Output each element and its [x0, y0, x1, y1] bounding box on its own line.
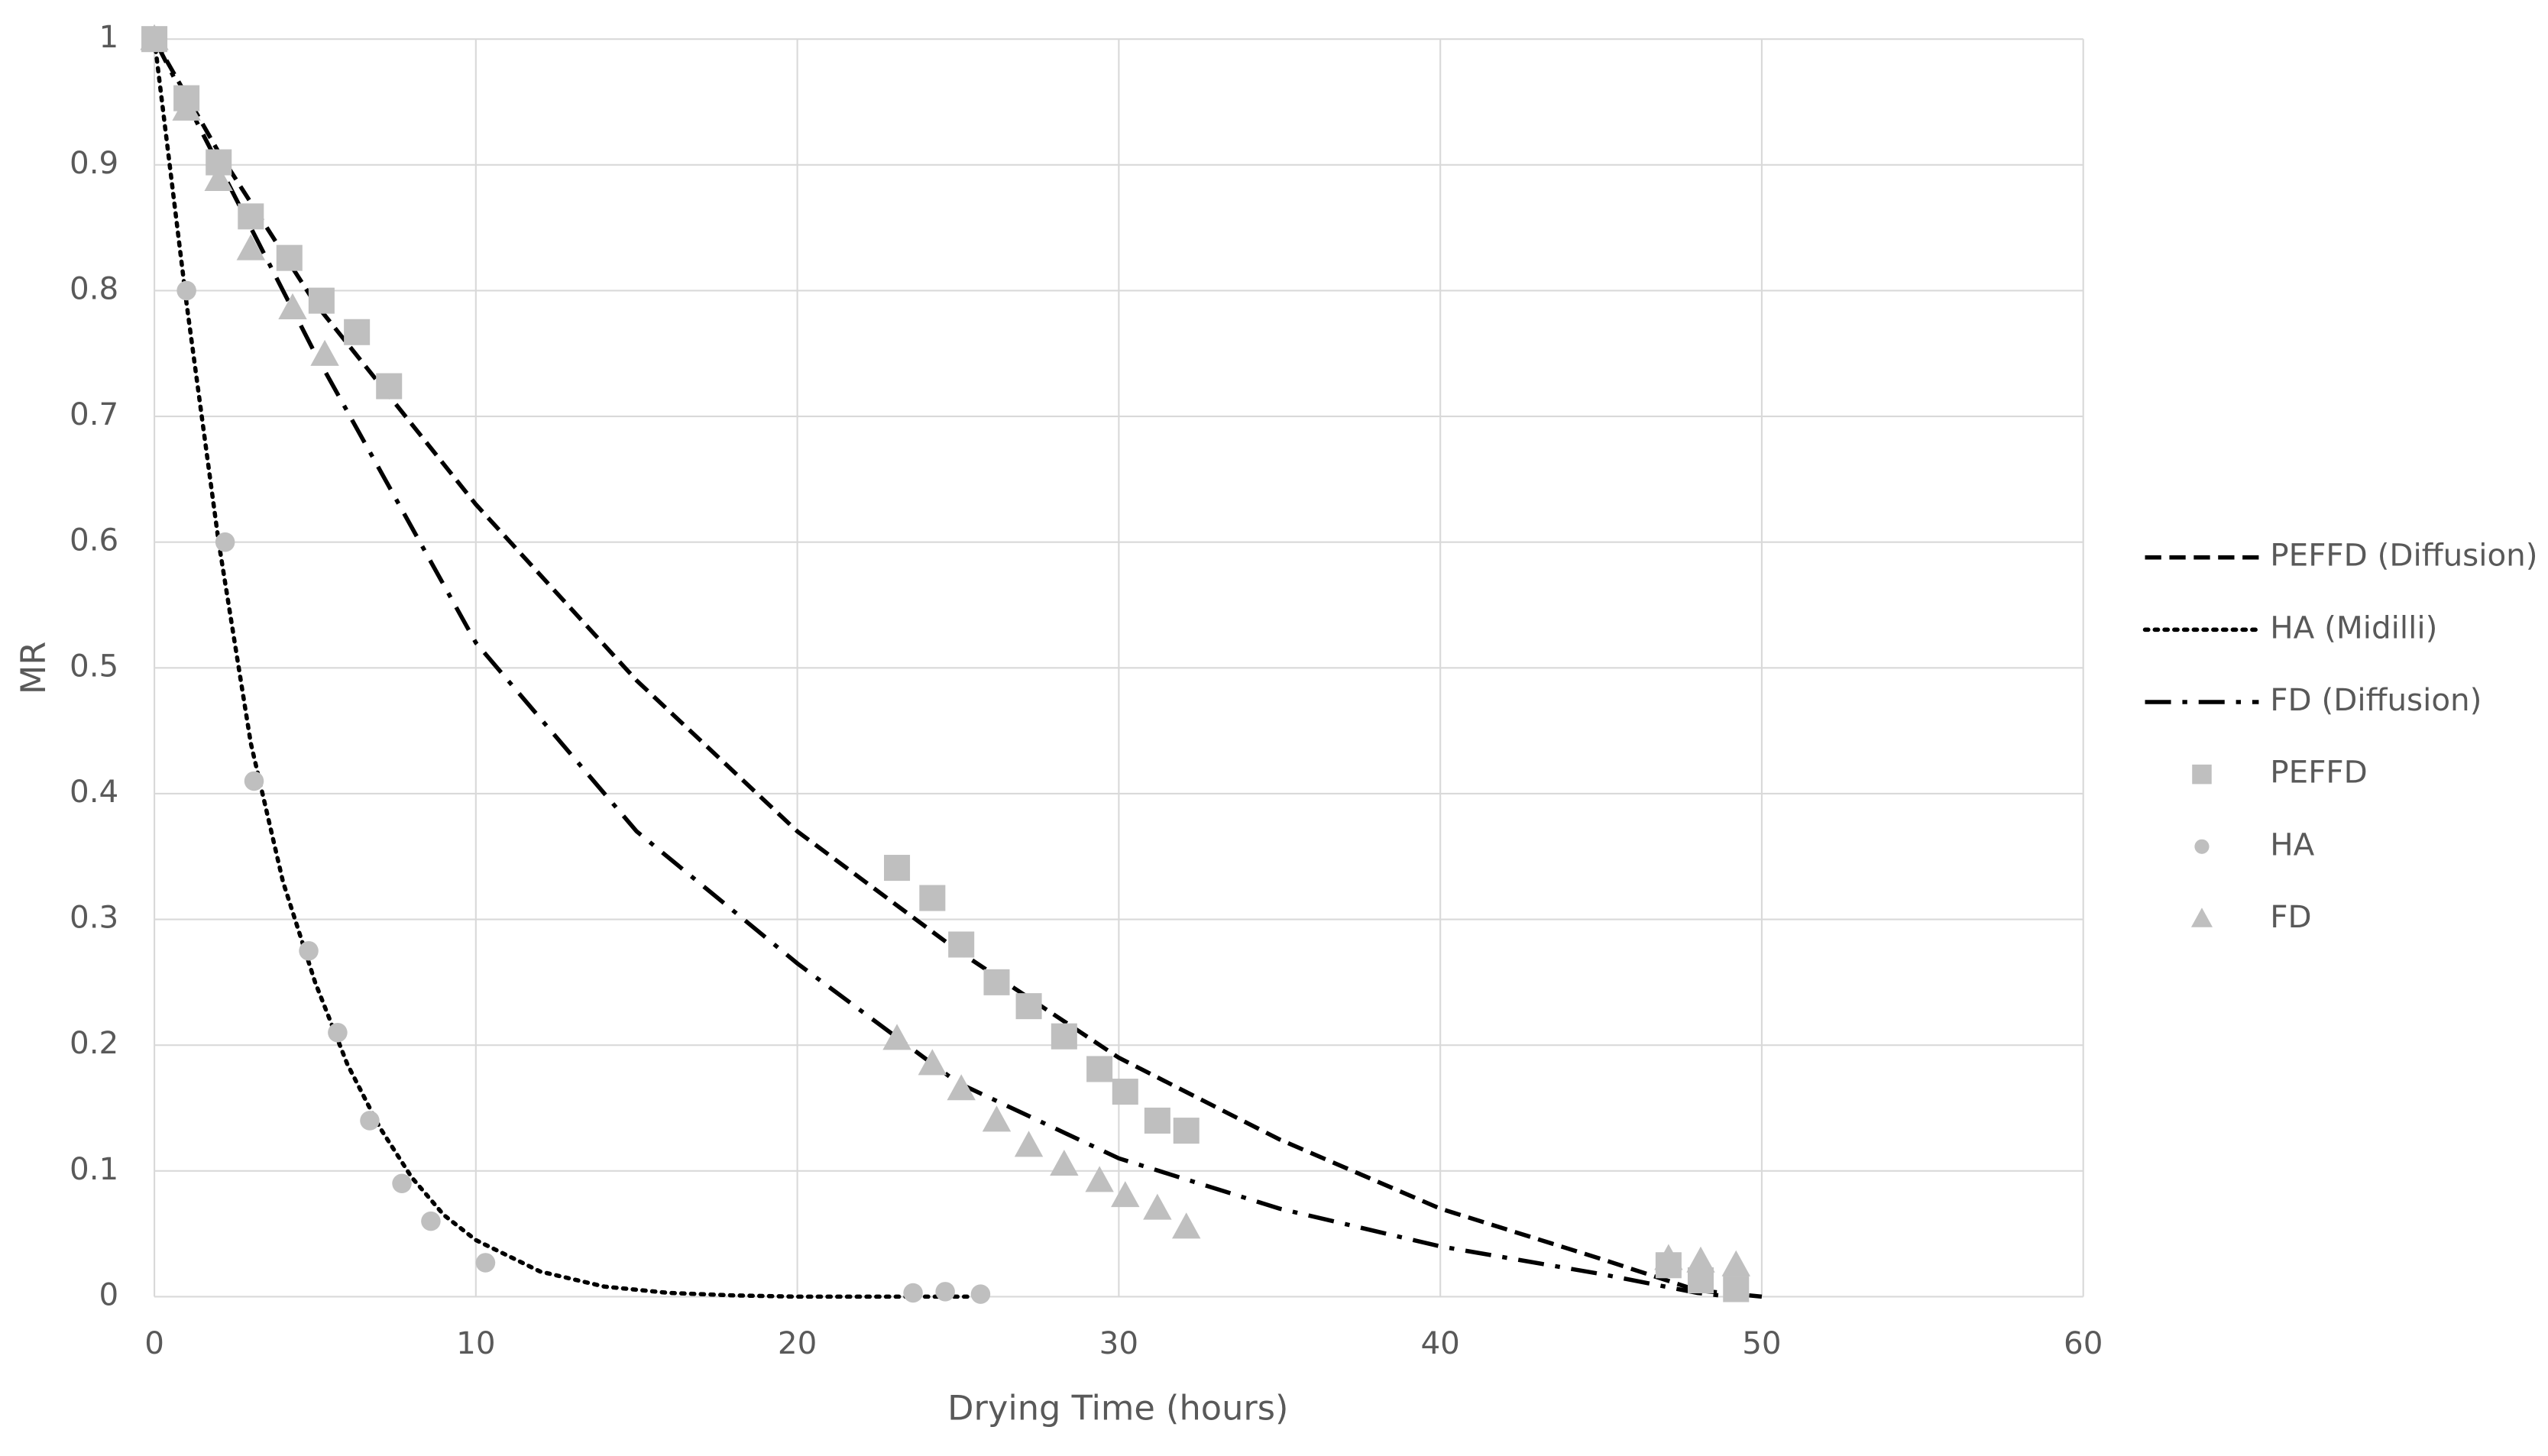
- y-axis-title: MR: [14, 642, 53, 695]
- marker-triangle: [1111, 1181, 1140, 1208]
- y-tick-label: 0.7: [70, 396, 118, 432]
- x-tick-label: 60: [2064, 1325, 2103, 1361]
- marker-triangle: [140, 24, 169, 50]
- marker-square: [1144, 1107, 1170, 1134]
- marker-square: [238, 203, 264, 230]
- marker-triangle: [1654, 1244, 1683, 1270]
- fit-line: [152, 37, 992, 1299]
- marker-square: [344, 319, 371, 345]
- marker-circle: [244, 771, 264, 791]
- marker-circle: [421, 1211, 441, 1231]
- legend-label: HA: [2270, 826, 2314, 862]
- x-tick-label: 10: [456, 1325, 495, 1361]
- marker-circle: [176, 280, 196, 301]
- marker-triangle: [278, 293, 307, 319]
- marker-square: [884, 855, 911, 882]
- y-tick-label: 0.1: [70, 1150, 118, 1187]
- marker-triangle: [1014, 1131, 1044, 1157]
- y-tick-label: 1: [99, 18, 119, 55]
- marker-triangle: [310, 339, 339, 366]
- marker-square: [1086, 1056, 1113, 1082]
- marker-triangle: [1721, 1250, 1750, 1276]
- marker-square: [376, 373, 403, 400]
- marker-triangle: [882, 1024, 911, 1050]
- marker-triangle: [236, 234, 266, 260]
- x-tick-label: 40: [1420, 1325, 1459, 1361]
- marker-square: [1051, 1023, 1077, 1050]
- marker-circle: [935, 1282, 955, 1302]
- x-tick-label: 0: [144, 1325, 164, 1361]
- legend-swatch: [2194, 839, 2210, 854]
- x-tick-label: 30: [1099, 1325, 1138, 1361]
- marker-circle: [328, 1022, 348, 1043]
- legend-label: PEFFD: [2270, 754, 2368, 791]
- y-tick-label: 0: [99, 1276, 119, 1312]
- marker-square: [1723, 1276, 1750, 1302]
- marker-triangle: [1050, 1149, 1079, 1176]
- marker-triangle: [1686, 1246, 1715, 1273]
- marker-square: [1112, 1079, 1138, 1105]
- marker-square: [1015, 993, 1042, 1020]
- x-tick-label: 50: [1742, 1325, 1781, 1361]
- marker-circle: [299, 940, 319, 961]
- marker-square: [948, 931, 975, 958]
- y-tick-label: 0.4: [70, 773, 118, 810]
- y-tick-label: 0.9: [70, 144, 118, 181]
- marker-triangle: [1085, 1166, 1114, 1192]
- marker-triangle: [1172, 1212, 1201, 1239]
- marker-triangle: [204, 164, 233, 192]
- legend-label: FD: [2270, 898, 2311, 935]
- legend-label: PEFFD (Diffusion): [2270, 537, 2537, 574]
- y-tick-label: 0.3: [70, 899, 118, 936]
- y-tick-label: 0.5: [70, 647, 118, 684]
- marker-circle: [970, 1284, 991, 1304]
- legend-label: FD (Diffusion): [2270, 681, 2482, 718]
- marker-square: [983, 969, 1010, 995]
- marker-circle: [392, 1173, 412, 1194]
- marker-triangle: [982, 1105, 1012, 1132]
- marker-square: [1173, 1118, 1200, 1144]
- marker-circle: [360, 1111, 380, 1131]
- marker-triangle: [947, 1074, 976, 1101]
- x-axis-title: Drying Time (hours): [947, 1388, 1288, 1428]
- marker-triangle: [1143, 1193, 1172, 1220]
- marker-square: [276, 244, 303, 271]
- y-tick-label: 0.2: [70, 1024, 118, 1061]
- x-tick-label: 20: [778, 1325, 817, 1361]
- marker-circle: [215, 532, 235, 552]
- legend-swatch: [2190, 908, 2213, 927]
- legend-swatch: [2192, 764, 2212, 785]
- marker-circle: [903, 1283, 923, 1303]
- marker-square: [919, 885, 946, 911]
- marker-triangle: [918, 1049, 947, 1076]
- marker-triangle: [172, 94, 201, 121]
- marker-circle: [475, 1253, 496, 1273]
- legend-label: HA (Midilli): [2270, 609, 2437, 645]
- y-tick-label: 0.8: [70, 270, 118, 306]
- y-tick-label: 0.6: [70, 522, 118, 558]
- marker-square: [308, 287, 335, 314]
